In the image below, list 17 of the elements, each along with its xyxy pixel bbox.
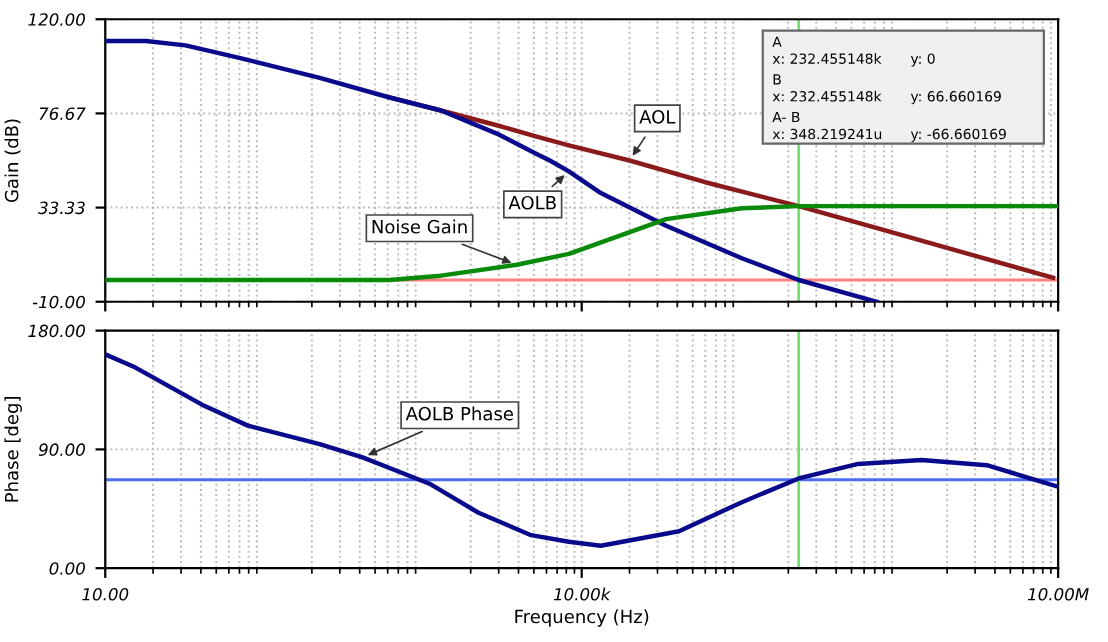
x-tick-label: 10.00 xyxy=(82,587,129,601)
y-tick-label: 76.67 xyxy=(39,107,86,120)
y-tick-label: 33.33 xyxy=(38,201,85,215)
series-label: AOLB xyxy=(508,195,556,210)
text: AOLB Phase xyxy=(405,406,513,421)
x-axis-title: Frequency (Hz) xyxy=(515,609,649,627)
y-tick-label: -10.00 xyxy=(32,295,85,309)
y-axis-title: Phase [deg] xyxy=(4,397,22,502)
text: AOL xyxy=(639,110,676,124)
y-tick-label: 180.00 xyxy=(28,324,85,338)
x-tick-label: 10.00M xyxy=(1027,587,1089,601)
y-tick-label: 90.00 xyxy=(38,443,85,456)
text: Noise Gain xyxy=(372,219,467,234)
y-axis-title: Gain (dB) xyxy=(4,119,21,203)
y-tick-label: 0.00 xyxy=(49,562,85,575)
y-tick-label: 120.00 xyxy=(28,13,85,26)
x-tick-label: 10.00k xyxy=(553,587,611,601)
